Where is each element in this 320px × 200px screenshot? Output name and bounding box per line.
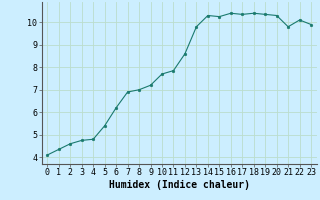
X-axis label: Humidex (Indice chaleur): Humidex (Indice chaleur): [109, 180, 250, 190]
